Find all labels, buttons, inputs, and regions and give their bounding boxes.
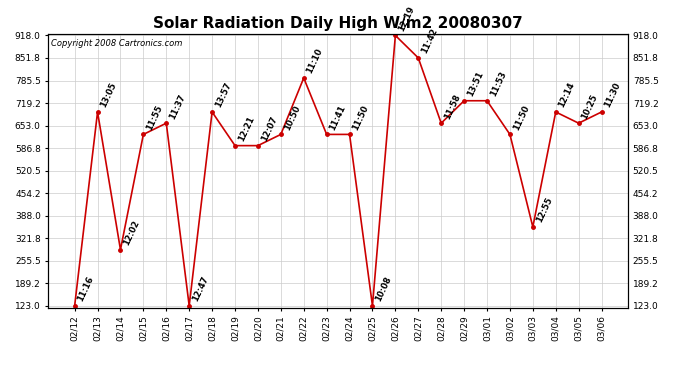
Text: 12:07: 12:07 — [259, 115, 279, 143]
Text: 13:57: 13:57 — [213, 81, 233, 109]
Text: Copyright 2008 Cartronics.com: Copyright 2008 Cartronics.com — [51, 39, 183, 48]
Text: 11:30: 11:30 — [603, 81, 622, 109]
Text: 11:41: 11:41 — [328, 104, 348, 132]
Text: 11:53: 11:53 — [489, 70, 508, 98]
Text: 12:02: 12:02 — [122, 219, 141, 247]
Text: 12:55: 12:55 — [534, 196, 554, 224]
Text: 12:21: 12:21 — [237, 115, 256, 143]
Text: 13:05: 13:05 — [99, 81, 119, 109]
Text: 10:50: 10:50 — [282, 104, 302, 132]
Text: 11:50: 11:50 — [511, 104, 531, 132]
Text: 10:08: 10:08 — [374, 275, 393, 303]
Text: 11:37: 11:37 — [168, 93, 187, 120]
Text: 11:55: 11:55 — [145, 104, 164, 132]
Text: 12:47: 12:47 — [190, 275, 210, 303]
Text: 11:16: 11:16 — [76, 275, 95, 303]
Text: 11:50: 11:50 — [351, 104, 371, 132]
Text: 13:51: 13:51 — [466, 70, 485, 98]
Text: 11:42: 11:42 — [420, 27, 440, 55]
Text: 11:10: 11:10 — [305, 47, 324, 75]
Text: 12:19: 12:19 — [397, 4, 416, 33]
Text: 11:58: 11:58 — [442, 92, 462, 120]
Title: Solar Radiation Daily High W/m2 20080307: Solar Radiation Daily High W/m2 20080307 — [153, 16, 523, 31]
Text: 12:14: 12:14 — [557, 81, 577, 109]
Text: 10:25: 10:25 — [580, 92, 600, 120]
